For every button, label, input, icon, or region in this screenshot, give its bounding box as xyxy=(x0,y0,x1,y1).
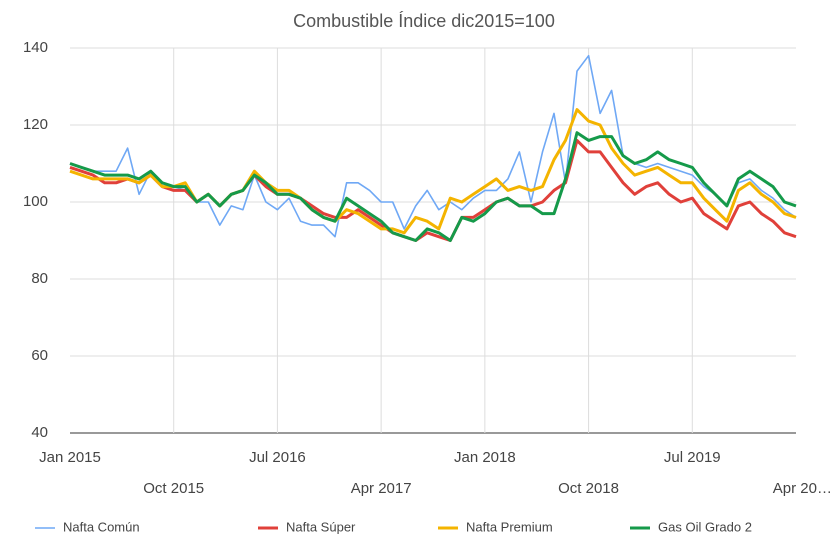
x-tick-label: Oct 2018 xyxy=(558,480,619,497)
line-series xyxy=(69,54,797,238)
y-tick-label: 80 xyxy=(31,270,48,287)
x-tick-label: Apr 20… xyxy=(773,480,832,497)
legend-label: Nafta Súper xyxy=(286,519,356,534)
x-tick-label: Jul 2019 xyxy=(664,449,721,466)
legend-label: Nafta Común xyxy=(63,519,140,534)
chart-title: Combustible Índice dic2015=100 xyxy=(293,11,555,31)
line-series xyxy=(69,131,797,242)
x-tick-label: Jan 2015 xyxy=(39,449,101,466)
x-tick-label: Oct 2015 xyxy=(143,480,204,497)
y-tick-label: 40 xyxy=(31,424,48,441)
legend-label: Gas Oil Grado 2 xyxy=(658,519,752,534)
x-tick-label: Apr 2017 xyxy=(351,480,412,497)
y-tick-label: 120 xyxy=(23,116,48,133)
y-tick-label: 140 xyxy=(23,39,48,56)
y-tick-label: 60 xyxy=(31,347,48,364)
legend-label: Nafta Premium xyxy=(466,519,553,534)
line-series xyxy=(69,108,797,235)
x-tick-label: Jul 2016 xyxy=(249,449,306,466)
x-tick-label: Jan 2018 xyxy=(454,449,516,466)
y-tick-label: 100 xyxy=(23,193,48,210)
